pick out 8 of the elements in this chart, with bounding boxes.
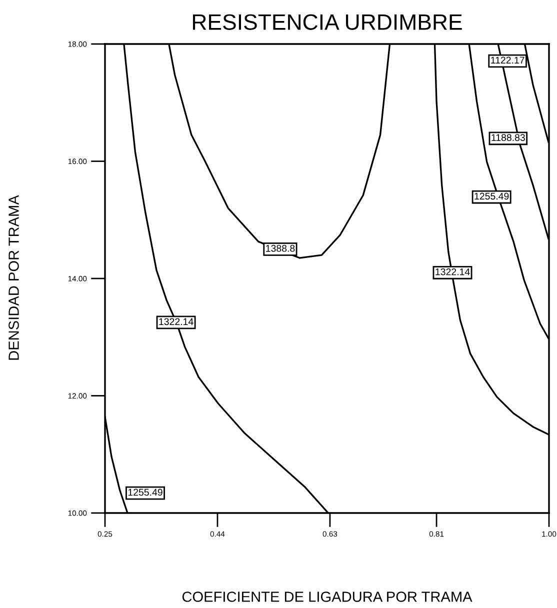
annotation: 1322.14 bbox=[436, 268, 470, 276]
annotation: 1255.49 bbox=[128, 488, 162, 496]
annotation: 1188.83 bbox=[492, 134, 525, 141]
chart-title: RESISTENCIA URDIMBRE bbox=[192, 14, 462, 30]
x-axis-title: COEFICIENTE DE LIGADURA POR TRAMA bbox=[182, 592, 472, 602]
y-axis-title: DENSIDAD POR TRAMA bbox=[8, 195, 19, 360]
annotation: 1122.17 bbox=[491, 56, 524, 64]
annotation: 1255.49 bbox=[474, 192, 509, 200]
